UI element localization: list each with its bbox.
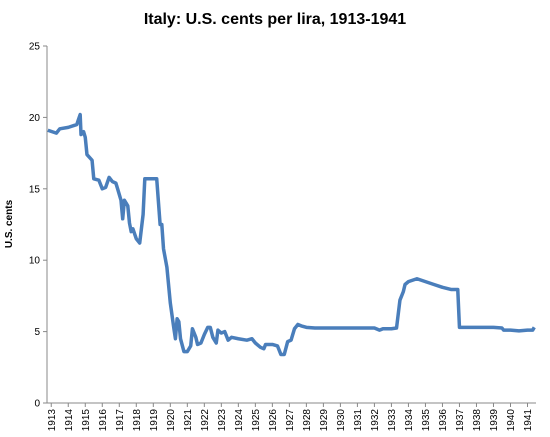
chart-title: Italy: U.S. cents per lira, 1913-1941 <box>144 11 406 28</box>
x-tick-label: 1923 <box>217 409 228 432</box>
x-tick-label: 1921 <box>183 409 194 432</box>
y-tick-label: 20 <box>29 113 41 124</box>
x-tick-label: 1939 <box>489 409 500 432</box>
x-tick-label: 1941 <box>523 409 534 432</box>
data-line <box>47 112 536 357</box>
x-tick-label: 1929 <box>319 409 330 432</box>
x-tick-label: 1928 <box>302 409 313 432</box>
x-tick-label: 1937 <box>455 409 466 432</box>
y-tick-label: 15 <box>29 184 41 195</box>
x-tick-label: 1932 <box>370 409 381 432</box>
x-tick-label: 1927 <box>285 409 296 432</box>
x-tick-label: 1918 <box>132 409 143 432</box>
y-tick-label: 0 <box>34 399 40 410</box>
y-axis-label: U.S. cents <box>4 199 15 248</box>
x-tick-label: 1920 <box>166 409 177 432</box>
y-tick-label: 25 <box>29 42 41 53</box>
y-tick-label: 10 <box>29 256 41 267</box>
x-tick-label: 1922 <box>200 409 211 432</box>
x-tick-label: 1933 <box>387 409 398 432</box>
x-tick-label: 1926 <box>268 409 279 432</box>
x-tick-label: 1925 <box>251 409 262 432</box>
x-tick-label: 1940 <box>506 409 517 432</box>
x-tick-label: 1919 <box>149 409 160 432</box>
x-tick-label: 1935 <box>421 409 432 432</box>
x-tick-label: 1936 <box>438 409 449 432</box>
x-tick-label: 1914 <box>64 409 75 432</box>
x-tick-label: 1916 <box>98 409 109 432</box>
x-tick-label: 1934 <box>404 409 415 432</box>
x-tick-label: 1931 <box>353 409 364 432</box>
x-tick-label: 1938 <box>472 409 483 432</box>
x-tick-label: 1930 <box>336 409 347 432</box>
x-tick-label: 1924 <box>234 409 245 432</box>
x-tick-label: 1915 <box>81 409 92 432</box>
x-tick-label: 1913 <box>47 409 58 432</box>
y-tick-label: 5 <box>34 327 40 338</box>
x-tick-label: 1917 <box>115 409 126 432</box>
